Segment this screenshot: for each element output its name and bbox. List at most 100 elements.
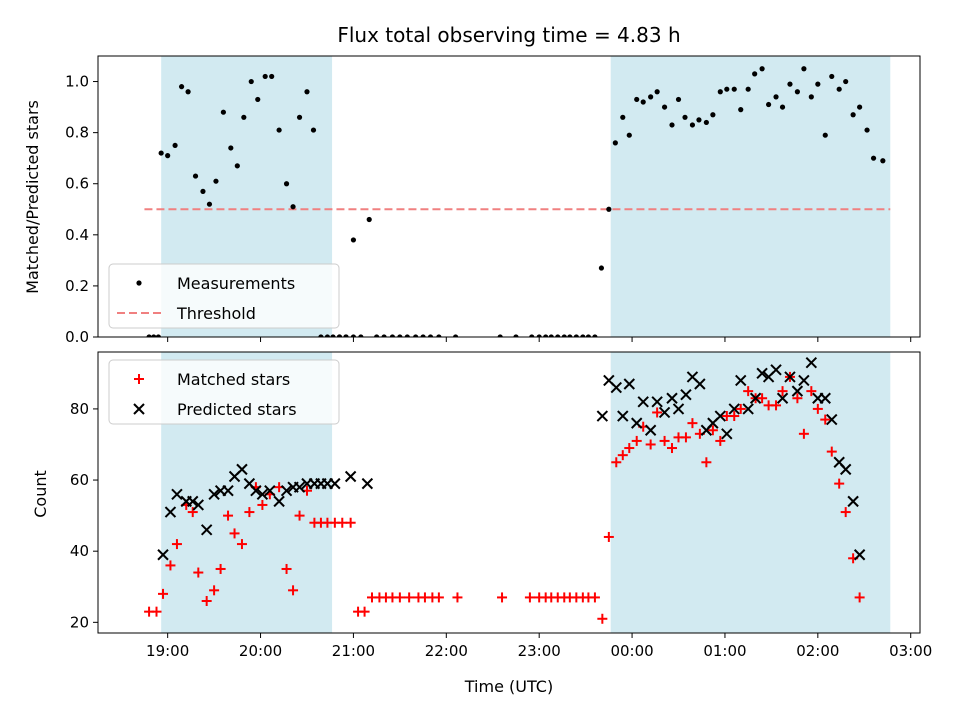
predicted-point bbox=[742, 403, 754, 415]
measurement-point bbox=[543, 334, 549, 337]
matched-point bbox=[281, 563, 292, 574]
x-tick-label: 02:00 bbox=[796, 642, 839, 660]
matched-point bbox=[659, 435, 670, 446]
measurement-point bbox=[262, 73, 268, 80]
predicted-point bbox=[770, 364, 782, 376]
series-measurements bbox=[146, 66, 886, 337]
bottom-x-axis-label: Time (UTC) bbox=[464, 677, 553, 696]
measurement-point bbox=[192, 173, 199, 179]
x-tick-label: 22:00 bbox=[425, 642, 468, 660]
predicted-point bbox=[631, 417, 643, 429]
legend-label: Measurements bbox=[177, 274, 295, 293]
measurement-point bbox=[561, 334, 567, 337]
predicted-point bbox=[596, 410, 609, 422]
measurement-point bbox=[185, 89, 191, 95]
measurement-point bbox=[296, 114, 303, 120]
legend-measurement-swatch bbox=[136, 280, 142, 286]
x-tick-label: 01:00 bbox=[703, 642, 746, 660]
matched-point bbox=[729, 411, 740, 422]
measurement-point bbox=[241, 114, 247, 120]
measurement-point bbox=[724, 86, 730, 92]
measurement-point bbox=[248, 78, 254, 85]
measurement-point bbox=[870, 155, 877, 161]
matched-point bbox=[337, 517, 348, 528]
measurement-point bbox=[787, 81, 793, 87]
measurement-point bbox=[427, 334, 434, 337]
measurement-point bbox=[304, 89, 310, 95]
y-tick-label: 0.0 bbox=[65, 328, 89, 346]
matched-point bbox=[715, 435, 726, 446]
predicted-point bbox=[658, 406, 671, 419]
legend-matched-swatch bbox=[134, 374, 144, 384]
matched-point bbox=[433, 592, 444, 603]
measurement-point bbox=[343, 334, 349, 337]
measurement-point bbox=[146, 334, 152, 337]
predicted-point bbox=[847, 495, 859, 508]
y-tick-label: 0.4 bbox=[65, 226, 89, 244]
measurement-point bbox=[350, 237, 357, 243]
matched-point bbox=[345, 517, 356, 528]
measurement-point bbox=[555, 334, 561, 337]
measurement-point bbox=[276, 127, 282, 133]
bottom-y-axis-label: Count bbox=[31, 470, 50, 518]
measurement-point bbox=[703, 119, 709, 126]
measurement-point bbox=[759, 66, 765, 72]
measurement-point bbox=[752, 71, 758, 77]
matched-point bbox=[193, 567, 204, 578]
predicted-point bbox=[666, 392, 678, 404]
predicted-point bbox=[637, 396, 649, 408]
measurement-point bbox=[880, 158, 886, 164]
measurement-point bbox=[567, 334, 573, 337]
matched-point bbox=[834, 478, 845, 489]
matched-point bbox=[826, 446, 837, 457]
measurement-point bbox=[513, 334, 519, 337]
predicted-point bbox=[208, 488, 220, 500]
measurement-point bbox=[801, 66, 807, 72]
measurement-point bbox=[269, 73, 275, 80]
measurement-point bbox=[612, 140, 618, 146]
x-tick-label: 19:00 bbox=[146, 642, 189, 660]
matched-point bbox=[777, 386, 788, 397]
measurement-point bbox=[381, 334, 387, 337]
y-tick-label: 0.6 bbox=[65, 175, 89, 193]
measurement-point bbox=[696, 117, 702, 123]
x-tick-label: 20:00 bbox=[239, 642, 282, 660]
matched-point bbox=[611, 457, 622, 468]
predicted-point bbox=[805, 356, 818, 369]
matched-point bbox=[854, 592, 865, 603]
predicted-point bbox=[192, 499, 205, 511]
legend-label: Predicted stars bbox=[177, 400, 297, 419]
measurement-point bbox=[283, 181, 290, 187]
predicted-point bbox=[784, 371, 796, 383]
matched-point bbox=[806, 386, 817, 397]
measurement-point bbox=[592, 334, 598, 337]
matched-point bbox=[792, 393, 803, 404]
matched-point bbox=[171, 539, 182, 550]
measurement-point bbox=[151, 334, 157, 337]
matched-point bbox=[201, 595, 212, 606]
top-y-axis-label: Matched/Predicted stars bbox=[23, 100, 42, 294]
x-tick-label: 21:00 bbox=[332, 642, 375, 660]
measurement-point bbox=[497, 334, 503, 337]
predicted-point bbox=[200, 524, 213, 536]
measurement-point bbox=[324, 334, 331, 337]
measurement-point bbox=[815, 81, 821, 87]
measurement-point bbox=[548, 334, 554, 337]
predicted-point bbox=[644, 424, 657, 436]
matched-point bbox=[209, 585, 220, 596]
matched-point bbox=[165, 560, 176, 571]
measurement-point bbox=[634, 96, 640, 103]
measurement-point bbox=[404, 334, 410, 337]
matched-point bbox=[757, 393, 768, 404]
measurement-point bbox=[738, 107, 744, 113]
measurement-point bbox=[654, 89, 660, 95]
matched-point bbox=[680, 432, 691, 443]
measurement-point bbox=[529, 334, 535, 337]
predicted-point bbox=[721, 428, 733, 440]
x-tick-label: 03:00 bbox=[889, 642, 932, 660]
predicted-point bbox=[819, 392, 831, 404]
measurement-point bbox=[234, 163, 240, 169]
predicted-point bbox=[853, 549, 866, 561]
measurement-point bbox=[689, 122, 696, 128]
measurement-point bbox=[850, 112, 856, 118]
